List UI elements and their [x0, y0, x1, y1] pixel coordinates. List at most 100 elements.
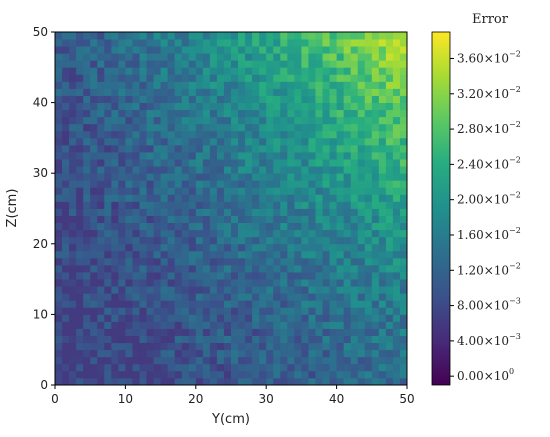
- heatmap-cell: [69, 95, 77, 103]
- heatmap-cell: [195, 32, 204, 40]
- heatmap-cell: [322, 335, 330, 344]
- heatmap-cell: [392, 194, 401, 202]
- heatmap-cell: [62, 187, 70, 195]
- heatmap-cell: [392, 321, 401, 329]
- heatmap-cell: [364, 257, 373, 266]
- heatmap-cell: [308, 257, 316, 266]
- heatmap-cell: [252, 67, 260, 75]
- heatmap-cell: [245, 250, 253, 259]
- heatmap-cell: [202, 335, 211, 344]
- heatmap-cell: [188, 243, 197, 252]
- heatmap-cell: [153, 279, 161, 287]
- heatmap-cell: [118, 250, 126, 259]
- heatmap-cell: [350, 194, 359, 202]
- heatmap-cell: [392, 279, 401, 287]
- heatmap-cell: [252, 250, 260, 259]
- heatmap-cell: [83, 137, 91, 146]
- heatmap-cell: [118, 286, 126, 294]
- heatmap-cell: [364, 300, 373, 308]
- heatmap-cell: [371, 60, 380, 68]
- heatmap-cell: [245, 95, 253, 103]
- heatmap-cell: [83, 222, 91, 231]
- heatmap-cell: [83, 166, 91, 174]
- heatmap-cell: [329, 81, 337, 89]
- heatmap-cell: [76, 279, 84, 287]
- heatmap-cell: [139, 109, 147, 118]
- colorbar-tick-label: 3.20×10−2: [457, 85, 521, 101]
- heatmap-cell: [343, 159, 352, 167]
- heatmap-cell: [392, 123, 401, 132]
- heatmap-cell: [195, 208, 204, 216]
- heatmap-cell: [111, 272, 119, 280]
- heatmap-cell: [97, 187, 105, 195]
- heatmap-cell: [294, 321, 302, 329]
- heatmap-cell: [392, 46, 401, 54]
- heatmap-cell: [111, 166, 119, 174]
- heatmap-cell: [125, 187, 133, 195]
- heatmap-cell: [118, 81, 126, 89]
- heatmap-cell: [118, 180, 126, 188]
- heatmap-cell: [139, 123, 147, 132]
- heatmap-cell: [174, 272, 183, 280]
- heatmap-cell: [343, 279, 352, 287]
- heatmap-cell: [315, 236, 323, 245]
- heatmap-cell: [399, 229, 408, 238]
- heatmap-cell: [378, 81, 387, 89]
- heatmap-cell: [209, 356, 218, 365]
- heatmap-cell: [336, 109, 345, 118]
- heatmap-cell: [273, 60, 281, 68]
- heatmap-cell: [252, 53, 260, 61]
- heatmap-cell: [209, 201, 218, 209]
- heatmap-cell: [160, 67, 169, 75]
- heatmap-cell: [357, 370, 366, 379]
- heatmap-cell: [83, 307, 91, 315]
- heatmap-cell: [153, 46, 161, 54]
- heatmap-cell: [181, 201, 190, 209]
- heatmap-cell: [76, 74, 84, 82]
- heatmap-cell: [174, 39, 183, 47]
- heatmap-cell: [111, 236, 119, 245]
- heatmap-cell: [153, 60, 161, 68]
- heatmap-cell: [55, 102, 63, 111]
- heatmap-cell: [202, 272, 211, 280]
- heatmap-cell: [167, 300, 176, 308]
- heatmap-cell: [209, 222, 218, 231]
- heatmap-cell: [104, 166, 112, 174]
- heatmap-cell: [97, 257, 105, 266]
- heatmap-cell: [167, 279, 176, 287]
- heatmap-cell: [181, 321, 190, 329]
- heatmap-cell: [301, 215, 309, 224]
- heatmap-cell: [378, 123, 387, 132]
- heatmap-cell: [364, 349, 373, 358]
- heatmap-cell: [252, 377, 260, 386]
- heatmap-cell: [202, 229, 211, 238]
- heatmap-cell: [301, 81, 309, 89]
- heatmap-cell: [280, 257, 288, 266]
- heatmap-cell: [209, 130, 218, 139]
- heatmap-cell: [378, 166, 387, 174]
- heatmap-cell: [55, 67, 63, 75]
- heatmap-cell: [392, 264, 401, 273]
- heatmap-cell: [245, 74, 253, 82]
- heatmap-cell: [132, 32, 140, 40]
- heatmap-cell: [357, 222, 366, 231]
- heatmap-cell: [146, 236, 154, 245]
- heatmap-cell: [308, 74, 316, 82]
- heatmap-cell: [294, 187, 302, 195]
- heatmap-cell: [83, 46, 91, 54]
- heatmap-cell: [167, 363, 176, 372]
- heatmap-cell: [301, 328, 309, 336]
- colorbar-tick-exponent: −3: [509, 297, 521, 306]
- heatmap-cell: [62, 300, 70, 308]
- heatmap-cell: [294, 314, 302, 322]
- heatmap-cell: [301, 137, 309, 146]
- heatmap-cell: [216, 293, 225, 301]
- heatmap-cell: [139, 95, 147, 103]
- heatmap-cell: [153, 166, 161, 174]
- heatmap-cell: [223, 67, 232, 75]
- heatmap-cell: [385, 95, 394, 103]
- heatmap-cell: [287, 39, 295, 47]
- heatmap-cell: [62, 180, 70, 188]
- heatmap-cell: [294, 74, 302, 82]
- heatmap-cell: [83, 279, 91, 287]
